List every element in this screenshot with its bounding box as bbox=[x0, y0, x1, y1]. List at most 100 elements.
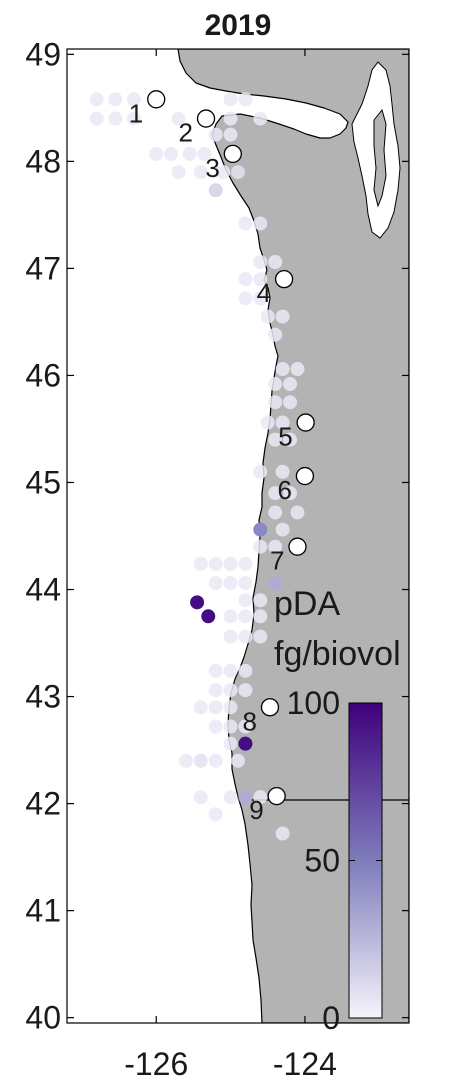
station-marker bbox=[276, 271, 293, 288]
y-tick-label: 41 bbox=[25, 893, 61, 929]
x-tick-label: -126 bbox=[124, 1046, 188, 1082]
y-tick-label: 48 bbox=[25, 143, 61, 179]
sample-point bbox=[238, 272, 252, 286]
sample-point bbox=[224, 630, 238, 644]
y-tick-label: 49 bbox=[25, 36, 61, 72]
sample-point bbox=[209, 576, 223, 590]
sample-point bbox=[238, 737, 252, 751]
sample-point bbox=[224, 737, 238, 751]
sample-point bbox=[108, 112, 122, 126]
station-label: 7 bbox=[270, 546, 284, 576]
sample-point bbox=[164, 147, 178, 161]
station-label: 6 bbox=[277, 475, 291, 505]
y-tick-label: 47 bbox=[25, 250, 61, 286]
sample-point bbox=[253, 593, 267, 607]
sample-point bbox=[209, 664, 223, 678]
sample-point bbox=[253, 630, 267, 644]
station-marker bbox=[224, 145, 241, 162]
sample-point bbox=[238, 291, 252, 305]
sample-point bbox=[209, 557, 223, 571]
sample-point bbox=[253, 112, 267, 126]
sample-point bbox=[194, 557, 208, 571]
sample-point bbox=[238, 630, 252, 644]
station-label: 1 bbox=[129, 98, 143, 128]
sample-point bbox=[268, 377, 282, 391]
sample-point bbox=[253, 609, 267, 623]
sample-point bbox=[90, 92, 104, 106]
chart-title: 2019 bbox=[205, 9, 272, 42]
sample-point bbox=[224, 576, 238, 590]
y-tick-label: 43 bbox=[25, 679, 61, 715]
station-marker bbox=[261, 699, 278, 716]
sample-point bbox=[209, 128, 223, 142]
sample-point bbox=[224, 112, 238, 126]
station-label: 3 bbox=[205, 153, 219, 183]
sample-point bbox=[268, 395, 282, 409]
sample-point bbox=[238, 576, 252, 590]
sample-point bbox=[172, 165, 186, 179]
station-marker bbox=[289, 538, 306, 555]
sample-point bbox=[224, 609, 238, 623]
station-label: 4 bbox=[257, 278, 271, 308]
colorbar-title-line1: pDA bbox=[274, 585, 340, 623]
sample-point bbox=[108, 92, 122, 106]
station-label: 2 bbox=[179, 118, 193, 148]
station-marker bbox=[198, 110, 215, 127]
sample-point bbox=[209, 807, 223, 821]
station-label: 9 bbox=[249, 795, 263, 825]
sample-point bbox=[224, 557, 238, 571]
sample-point bbox=[238, 557, 252, 571]
sample-point bbox=[231, 754, 245, 768]
colorbar-tick-label: 50 bbox=[304, 843, 340, 879]
sample-point bbox=[276, 310, 290, 324]
sample-point bbox=[224, 664, 238, 678]
x-tick-label: -124 bbox=[273, 1046, 337, 1082]
y-tick-label: 42 bbox=[25, 786, 61, 822]
sample-point bbox=[224, 700, 238, 714]
sample-point bbox=[231, 165, 245, 179]
sample-point bbox=[190, 595, 204, 609]
sample-point bbox=[253, 255, 267, 269]
sample-point bbox=[224, 683, 238, 697]
sample-point bbox=[238, 92, 252, 106]
sample-point bbox=[276, 362, 290, 376]
sample-point bbox=[179, 754, 193, 768]
sample-point bbox=[238, 664, 252, 678]
station-label: 8 bbox=[243, 706, 257, 736]
sample-point bbox=[194, 754, 208, 768]
y-tick-label: 44 bbox=[25, 572, 61, 608]
sample-point bbox=[209, 700, 223, 714]
sample-point bbox=[253, 540, 267, 554]
sample-point bbox=[283, 395, 297, 409]
y-tick-label: 46 bbox=[25, 357, 61, 393]
sample-point bbox=[201, 609, 215, 623]
station-marker bbox=[297, 414, 314, 431]
sample-point bbox=[194, 700, 208, 714]
sample-point bbox=[268, 255, 282, 269]
sample-point bbox=[149, 147, 163, 161]
station-marker bbox=[296, 468, 313, 485]
sample-point bbox=[253, 523, 267, 537]
colorbar-tick-label: 0 bbox=[322, 1000, 340, 1036]
sample-point bbox=[194, 790, 208, 804]
station-label: 5 bbox=[278, 422, 292, 452]
sample-point bbox=[238, 216, 252, 230]
sample-point bbox=[183, 147, 197, 161]
sample-point bbox=[283, 377, 297, 391]
sample-point bbox=[268, 505, 282, 519]
sample-point bbox=[253, 216, 267, 230]
sample-point bbox=[224, 128, 238, 142]
sample-point bbox=[261, 310, 275, 324]
sample-point bbox=[238, 593, 252, 607]
y-tick-label: 45 bbox=[25, 464, 61, 500]
sample-point bbox=[209, 754, 223, 768]
colorbar-tick-label: 100 bbox=[287, 685, 340, 721]
sample-point bbox=[276, 827, 290, 841]
sample-point bbox=[268, 328, 282, 342]
sample-point bbox=[290, 362, 304, 376]
colorbar-title-line2: fg/biovol bbox=[274, 635, 401, 673]
sample-point bbox=[90, 112, 104, 126]
sample-point bbox=[238, 683, 252, 697]
sample-point bbox=[224, 92, 238, 106]
